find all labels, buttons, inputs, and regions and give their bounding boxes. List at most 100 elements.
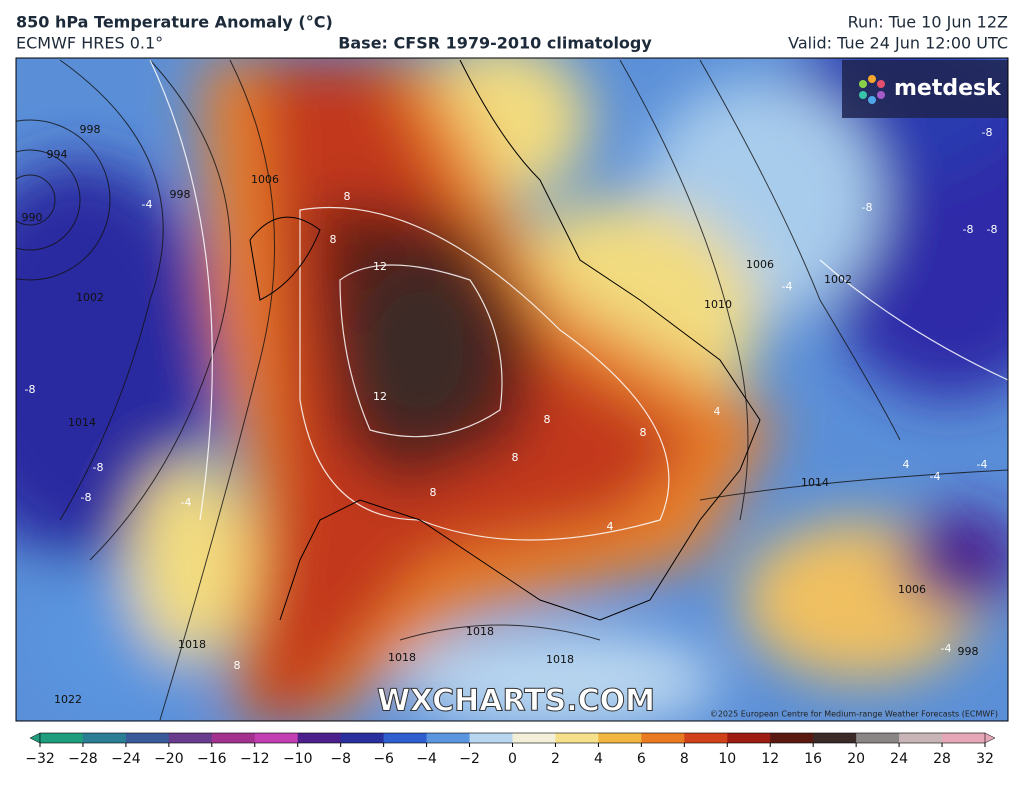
model: ECMWF HRES 0.1° [16,34,163,53]
colorbar-swatch [598,733,642,743]
anomaly-label: 8 [544,413,551,426]
colorbar-swatch [383,733,428,743]
colorbar-swatch [555,733,599,743]
pressure-label: 1002 [824,273,852,286]
title: 850 hPa Temperature Anomaly (°C) [16,13,333,32]
colorbar-tick-label: −8 [330,751,351,767]
colorbar-tick-label: −28 [68,751,98,767]
anomaly-label: 4 [607,520,614,533]
colorbar-tick-label: −24 [111,751,141,767]
colorbar-swatch [684,733,728,743]
colorbar-swatch [426,733,471,743]
anomaly-label: 12 [373,390,387,403]
colorbar-swatch [641,733,685,743]
colorbar-swatch [125,733,170,743]
colorbar-tick-label: 24 [890,751,908,767]
anomaly-label: -8 [982,126,993,139]
colorbar-swatch [297,733,342,743]
colorbar-tick-label: 12 [761,751,779,767]
anomaly-label: 8 [234,659,241,672]
colorbar-tick-label: 8 [680,751,689,767]
watermark: WXCHARTS.COM [377,684,655,719]
colorbar-tick-label: 16 [804,751,822,767]
valid: Valid: Tue 24 Jun 12:00 UTC [788,34,1008,53]
colorbar-tick-label: 10 [718,751,736,767]
anomaly-label: -4 [941,642,952,655]
anomaly-label: -4 [977,458,988,471]
colorbar-tick-label: −12 [240,751,270,767]
anomaly-label: 8 [330,233,337,246]
logo: metdesk [894,76,1002,101]
colorbar-swatch [727,733,771,743]
pressure-label: 998 [170,188,191,201]
colorbar-tick-label: −32 [25,751,55,767]
pressure-label: 1022 [54,693,82,706]
anomaly-label: -8 [963,223,974,236]
map-frame [15,57,1009,722]
pressure-label: 1014 [68,416,96,429]
pressure-label: 1006 [746,258,774,271]
colorbar-tick-label: 32 [976,751,994,767]
anomaly-label: 8 [640,426,647,439]
colorbar-tick-label: 28 [933,751,951,767]
pressure-label: 998 [80,123,101,136]
anomaly-label: 4 [903,458,910,471]
anomaly-label: 8 [430,486,437,499]
colorbar-swatch [211,733,256,743]
colorbar-swatch [942,733,986,743]
colorbar-arrow [984,732,996,744]
pressure-label: 1006 [251,173,279,186]
anomaly-label: -8 [93,461,104,474]
colorbar-tick-label: −6 [373,751,394,767]
pressure-label: 1006 [898,583,926,596]
anomaly-label: -4 [930,470,941,483]
colorbar-tick-label: −4 [416,751,437,767]
anomaly-label: -4 [782,280,793,293]
colorbar-swatch [813,733,857,743]
pressure-label: 1014 [801,476,829,489]
copyright: ©2025 European Centre for Medium-range W… [710,710,998,719]
pressure-label: 998 [958,645,979,658]
colorbar-swatch [856,733,900,743]
anomaly-label: -4 [181,496,192,509]
anomaly-label: -8 [987,223,998,236]
pressure-label: 1018 [466,625,494,638]
anomaly-label: -8 [25,383,36,396]
colorbar-swatch [899,733,943,743]
colorbar-swatch [512,733,556,743]
colorbar-swatch [340,733,385,743]
pressure-label: 1018 [388,651,416,664]
colorbar-swatch [770,733,814,743]
colorbar-tick-label: 20 [847,751,865,767]
anomaly-label: -4 [142,198,153,211]
colorbar-swatch [40,733,84,743]
colorbar-tick-label: −16 [197,751,227,767]
pressure-label: 1018 [546,653,574,666]
anomaly-label: 12 [373,260,387,273]
pressure-label: 994 [47,148,68,161]
colorbar-tick-label: 6 [637,751,646,767]
colorbar-tick-label: −10 [283,751,313,767]
colorbar-swatch [168,733,213,743]
pressure-label: 1010 [704,298,732,311]
anomaly-label: -8 [81,491,92,504]
anomaly-label: 4 [714,405,721,418]
colorbar-tick-label: −2 [459,751,480,767]
colorbar-swatch [469,733,513,743]
colorbar-swatch [254,733,299,743]
base: Base: CFSR 1979-2010 climatology [338,34,652,53]
anomaly-label: -8 [862,201,873,214]
colorbar-swatch [82,733,127,743]
anomaly-label: 8 [512,451,519,464]
map: 998 994 990 998 1006 1002 1014 1010 1006 1002 1014… [16,58,1008,721]
anomaly-label: 8 [344,190,351,203]
run: Run: Tue 10 Jun 12Z [848,13,1008,32]
pressure-label: 1018 [178,638,206,651]
colorbar-tick-label: 2 [551,751,560,767]
colorbar-arrow [29,732,41,744]
colorbar-tick-label: −20 [154,751,184,767]
pressure-label: 1002 [76,291,104,304]
colorbar-tick-label: 0 [508,751,517,767]
colorbar-tick-label: 4 [594,751,603,767]
